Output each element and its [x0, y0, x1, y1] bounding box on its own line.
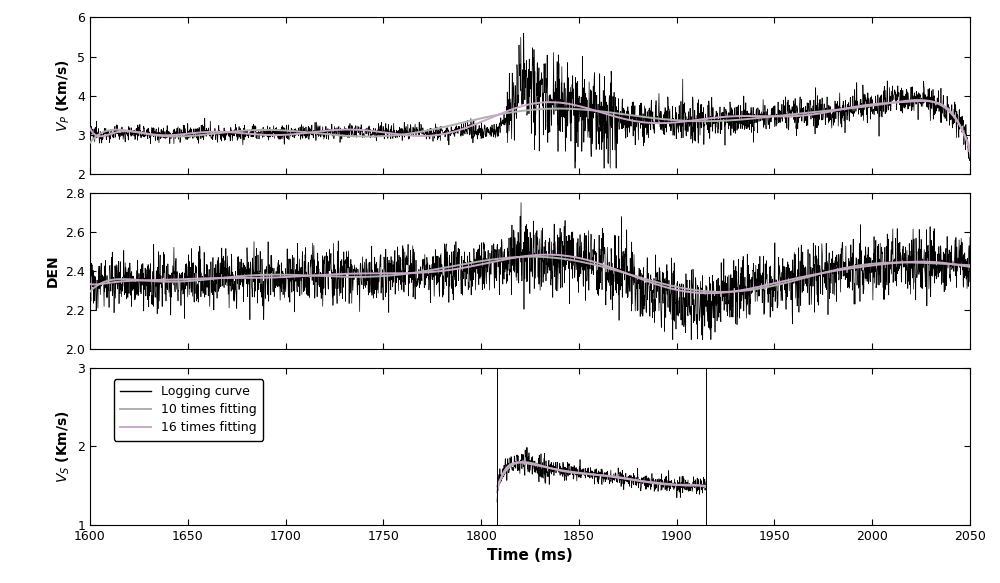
Legend: Logging curve, 10 times fitting, 16 times fitting: Logging curve, 10 times fitting, 16 time… [114, 379, 263, 441]
X-axis label: Time (ms): Time (ms) [487, 548, 573, 563]
Y-axis label: $V_S$ (Km/s): $V_S$ (Km/s) [54, 410, 72, 483]
Y-axis label: $V_P$ (Km/s): $V_P$ (Km/s) [54, 59, 72, 132]
Y-axis label: DEN: DEN [46, 255, 60, 287]
